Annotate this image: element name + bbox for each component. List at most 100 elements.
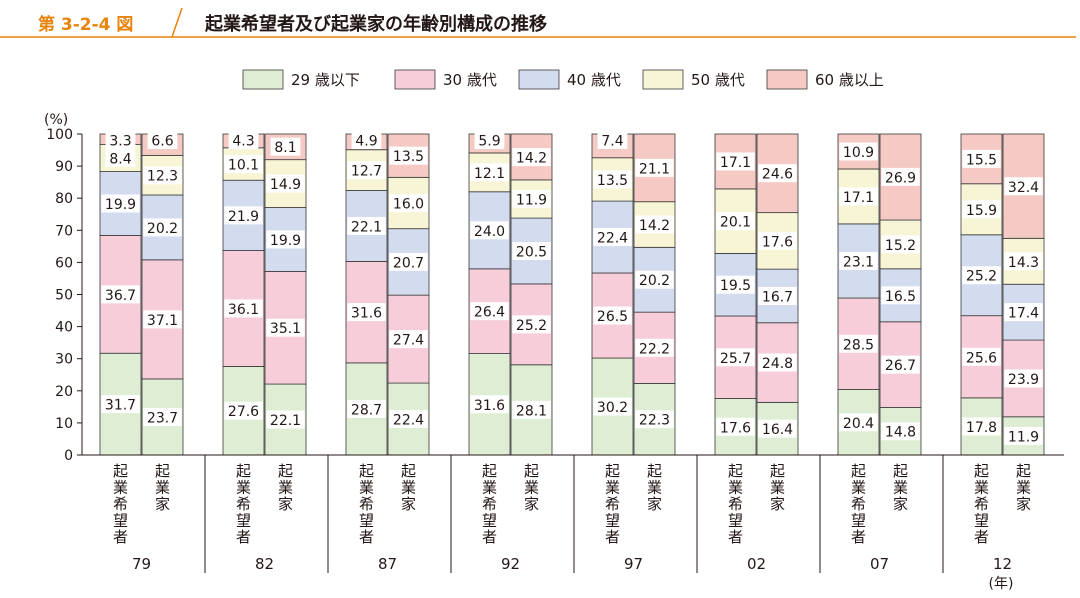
value-label-bg: [224, 299, 263, 318]
value-label-bg: [143, 166, 182, 185]
value-label-bg: [839, 413, 878, 432]
bar-category-label-char: 望: [482, 512, 497, 530]
value-label: 22.3: [639, 413, 670, 429]
value-label-bg: [347, 303, 386, 322]
value-label-bg: [224, 401, 263, 420]
value-label-bg: [389, 252, 428, 271]
bar-category-label-char: 業: [851, 479, 866, 497]
x-tick-label-year: 07: [870, 555, 889, 573]
legend-swatch-4: [766, 69, 808, 90]
value-label: 17.1: [843, 190, 874, 206]
value-label-bg: [962, 266, 1001, 285]
value-label-bg: [470, 395, 509, 414]
value-label: 36.7: [105, 288, 136, 304]
bar-category-label-char: 者: [851, 528, 866, 546]
bar-category-label-char: 希: [359, 495, 374, 513]
bar-category-label-char: 業: [524, 479, 539, 497]
value-label-bg: [101, 285, 140, 304]
value-label-bg: [470, 221, 509, 240]
value-label-bg: [758, 286, 797, 305]
header-rule: [0, 7, 1076, 38]
bar-category-label-char: 業: [482, 479, 497, 497]
value-label: 26.5: [597, 309, 628, 325]
bar-category-label-char: 家: [524, 495, 539, 513]
value-label: 14.9: [270, 177, 301, 193]
bar-category-label-char: 業: [401, 479, 416, 497]
value-label-bg: [470, 302, 509, 321]
figure-header: 第 3-2-4 図 起業希望者及び起業家の年齢別構成の推移: [0, 0, 1080, 44]
y-tick-label: 80: [55, 191, 73, 207]
bar-category-label-char: 業: [236, 479, 251, 497]
y-tick-label: 70: [55, 223, 73, 239]
value-label-bg: [347, 161, 386, 180]
bar-category-label-char: 業: [893, 479, 908, 497]
y-tick-label: 90: [55, 159, 73, 175]
x-tick-label-year: 79: [132, 555, 151, 573]
value-label-bg: [839, 142, 878, 161]
legend-label-1: 30 歳代: [443, 71, 497, 89]
bar-category-label-char: 起: [851, 462, 866, 480]
bar-category-label-char: 起: [236, 462, 251, 480]
value-label: 17.8: [966, 420, 997, 436]
value-label-bg: [962, 347, 1001, 366]
value-label-bg: [224, 155, 263, 174]
y-tick-label: 10: [55, 416, 73, 432]
bar-category-label-char: 希: [113, 495, 128, 513]
y-tick-label: 30: [55, 352, 73, 368]
y-tick-label: 60: [55, 255, 73, 271]
y-tick-label: 20: [55, 384, 73, 400]
legend-swatch-0: [242, 69, 284, 90]
value-label: 8.4: [109, 152, 131, 168]
bar-category-label-char: 業: [728, 479, 743, 497]
bar-category-label-char: 者: [359, 528, 374, 546]
y-tick-label: 40: [55, 320, 73, 336]
value-label-bg: [512, 242, 551, 261]
legend-swatch-1: [394, 69, 436, 90]
bar-category-label-char: 起: [113, 462, 128, 480]
value-label-bg: [1004, 252, 1043, 271]
value-label: 25.2: [966, 269, 997, 285]
y-tick-label: 0: [64, 448, 73, 464]
bar-category-label-char: 希: [236, 495, 251, 513]
value-label-bg: [266, 230, 305, 249]
value-label: 21.1: [639, 161, 670, 177]
value-label: 31.7: [105, 398, 136, 414]
x-axis: 起業希望者 起業家 79 起業希望者 起業家 82 起業希望者 起業家 87 起業希望者 起業家 92…: [82, 454, 1064, 592]
bar-category-label-char: 望: [605, 512, 620, 530]
bar-category-label-char: 家: [647, 495, 662, 513]
value-label-bg: [143, 407, 182, 426]
value-label: 27.6: [228, 404, 259, 420]
legend-swatch-3: [642, 69, 684, 90]
value-label: 22.4: [597, 231, 628, 247]
bar-category-label-char: 起: [647, 462, 662, 480]
bar-category-label-char: 業: [155, 479, 170, 497]
x-tick-label-year: 02: [747, 555, 766, 573]
y-axis: (%) 0 10 20 30 40 50 60 70 80 90 100: [44, 112, 83, 464]
value-label: 16.5: [885, 289, 916, 305]
value-label-bg: [635, 410, 674, 429]
bar-category-label-char: 望: [236, 512, 251, 530]
value-label-bg: [597, 131, 628, 149]
value-label-bg: [1004, 426, 1043, 445]
x-tick-label-year: 87: [378, 555, 397, 573]
bar-category-label-char: 望: [851, 512, 866, 530]
value-label-bg: [512, 400, 551, 419]
bar-category-label-char: 起: [605, 462, 620, 480]
value-label-bg: [389, 410, 428, 429]
value-label: 23.9: [1008, 372, 1039, 388]
value-label-bg: [389, 330, 428, 349]
value-label-bg: [839, 187, 878, 206]
value-label-bg: [839, 334, 878, 353]
value-label: 12.3: [147, 169, 178, 185]
value-label: 14.2: [516, 151, 547, 167]
value-label-bg: [1004, 177, 1043, 196]
value-label: 15.5: [966, 152, 997, 168]
figure-number: 第 3-2-4 図: [38, 15, 134, 35]
value-label: 25.7: [720, 351, 751, 367]
value-label: 3.3: [109, 134, 131, 150]
bar-category-label-char: 業: [1016, 479, 1031, 497]
value-label: 35.1: [270, 321, 301, 337]
value-label: 22.1: [270, 413, 301, 429]
value-label: 19.5: [720, 278, 751, 294]
value-label: 26.4: [474, 305, 505, 321]
